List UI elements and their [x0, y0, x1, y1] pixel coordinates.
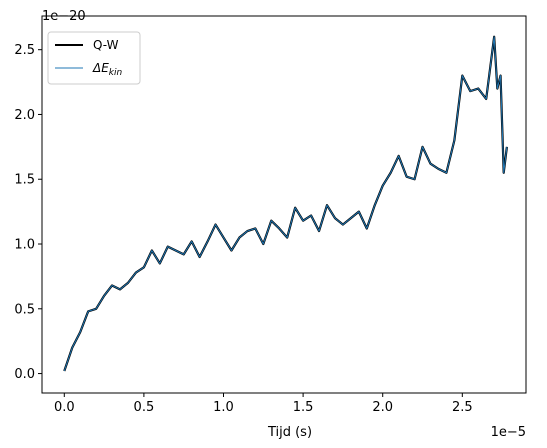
y-tick-label: 1.0 [14, 238, 35, 253]
x-tick-label: 0.5 [134, 400, 155, 415]
legend-label-ekin-base: ΔE [92, 61, 109, 75]
x-axis-label: Tijd (s) [267, 425, 312, 440]
y-tick-label: 2.5 [14, 43, 35, 58]
x-tick-label: 1.5 [293, 400, 314, 415]
y-tick-label: 1.5 [14, 173, 35, 188]
legend-label-ekin-sub: kin [109, 68, 123, 78]
x-tick-label: 2.0 [372, 400, 393, 415]
x-tick-label: 2.5 [452, 400, 473, 415]
plot-frame [41, 15, 527, 394]
x-tick-label: 1.0 [213, 400, 234, 415]
axis-ticks: 0.0 0.5 1.0 1.5 2.0 2.5 0.0 0.5 1.0 1.5 2.0 2.5 [14, 43, 472, 415]
legend: Q-W ΔEkin [47, 31, 141, 85]
series-layer [63, 35, 508, 372]
x-tick-label: 0.0 [54, 400, 75, 415]
legend-label-ekin: ΔEkin [92, 61, 123, 78]
x-offset-label: 1e−5 [491, 425, 526, 440]
y-tick-label: 2.0 [14, 108, 35, 123]
y-tick-label: 0.0 [14, 367, 35, 382]
legend-label-qw: Q-W [93, 38, 119, 52]
series-line-ekin [63, 36, 508, 372]
y-tick-label: 0.5 [14, 302, 35, 317]
